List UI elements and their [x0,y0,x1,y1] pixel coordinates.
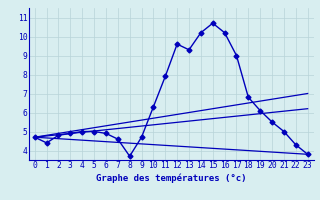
X-axis label: Graphe des températures (°c): Graphe des températures (°c) [96,173,246,183]
